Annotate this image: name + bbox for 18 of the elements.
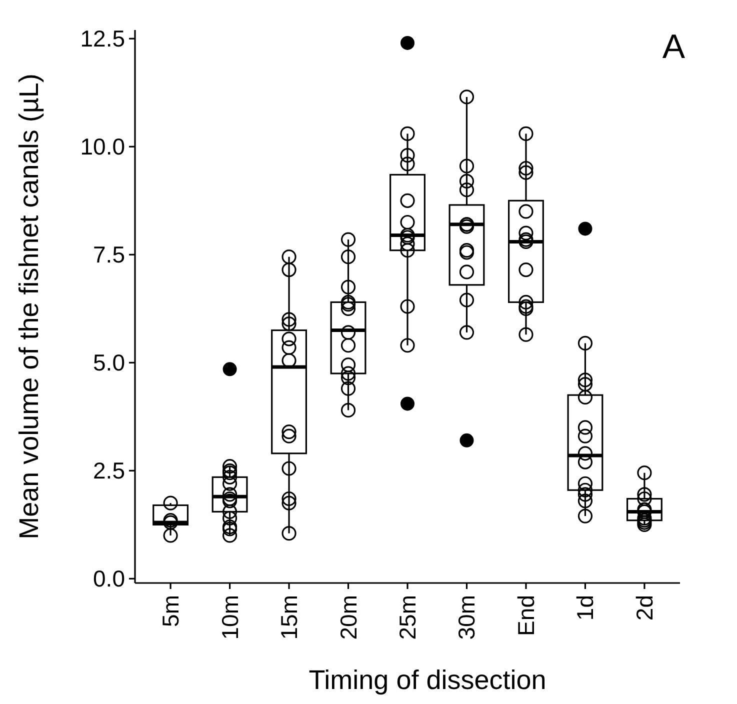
chart-title: A [662, 28, 686, 66]
x-tick-label: 25m [394, 595, 420, 640]
x-tick-label: 2d [631, 595, 658, 621]
x-axis-title: Timing of dissection [308, 665, 546, 695]
x-tick-label: 5m [158, 595, 184, 627]
x-tick-label: 15m [276, 595, 302, 640]
y-tick-label: 10.0 [80, 134, 125, 160]
y-tick-label: 2.5 [93, 458, 125, 484]
y-axis-title: Mean volume of the fishnet canals (µL) [14, 74, 44, 540]
y-tick-label: 5.0 [93, 350, 125, 376]
y-tick-label: 12.5 [80, 26, 125, 52]
y-tick-label: 7.5 [93, 242, 125, 268]
x-tick-label: 1d [572, 595, 598, 621]
x-tick-label: 20m [335, 595, 362, 640]
y-tick-label: 0.0 [93, 566, 125, 592]
x-tick-label: End [512, 595, 539, 636]
x-tick-label: 10m [216, 595, 243, 640]
x-tick-label: 30m [454, 595, 480, 640]
